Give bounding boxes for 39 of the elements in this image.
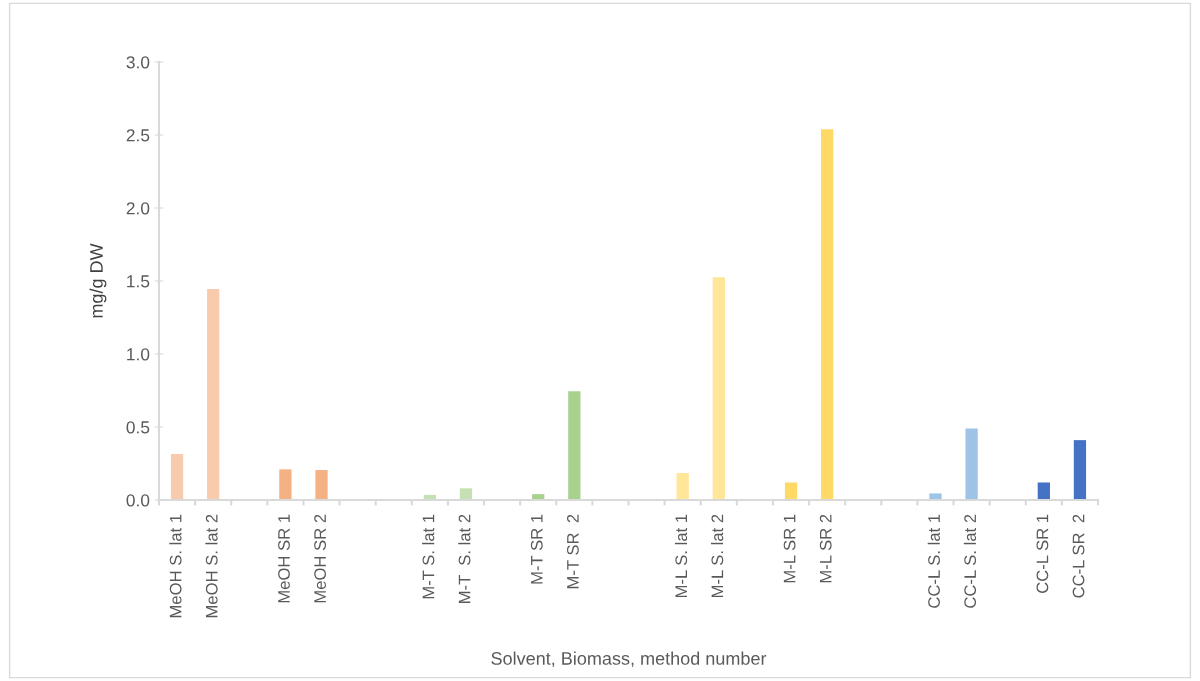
y-tick-label: 1.5: [127, 275, 150, 288]
x-tick-label: M-L S. lat 1: [674, 514, 688, 598]
y-tick-label: 2.0: [126, 202, 150, 215]
bar: [712, 277, 725, 500]
x-tick-label: MeOH S. lat 2: [205, 514, 218, 618]
bar: [1073, 440, 1087, 500]
x-tick-label: M-L SR 1: [783, 514, 796, 583]
bar: [784, 482, 798, 500]
bar: [170, 454, 184, 500]
x-tick-label: M-T S. lat 1: [422, 514, 435, 599]
x-tick-label: CC-L SR 1: [1036, 514, 1049, 593]
x-tick-label: CC-L SR 2: [1072, 514, 1085, 598]
y-tick-label: 0.0: [126, 494, 150, 507]
x-tick-label: MeOH S. lat 1: [169, 514, 182, 618]
x-tick-label: MeOH SR 2: [314, 514, 326, 603]
bar: [568, 391, 581, 500]
bar: [1037, 482, 1050, 500]
x-tick-label: CC-L S. lat 1: [927, 514, 940, 608]
y-tick-label: 2.5: [126, 129, 150, 142]
x-tick-label: MeOH SR 1: [278, 514, 290, 603]
bar: [929, 493, 942, 500]
x-axis-title: Solvent, Biomass, method number: [491, 651, 767, 667]
y-tick-label: 1.0: [127, 348, 150, 361]
x-tick-label: M-T SR 2: [567, 514, 579, 589]
y-tick-label: 0.5: [126, 421, 150, 434]
x-tick-label: M-L SR 2: [819, 514, 832, 583]
x-tick-label: M-T S. lat 2: [458, 514, 471, 603]
bar: [820, 129, 834, 500]
x-tick-label: CC-L S. lat 2: [963, 514, 977, 608]
x-tick-label: M-L S. lat 2: [711, 514, 724, 598]
x-tick-label: M-T SR 1: [530, 514, 543, 584]
bar: [965, 428, 978, 500]
bar: [676, 472, 689, 500]
bar: [459, 488, 473, 500]
y-tick-label: 3.0: [126, 56, 150, 69]
bar: [315, 470, 328, 500]
y-axis-title: mg/g DW: [89, 243, 107, 318]
bar: [279, 469, 292, 500]
bar: [207, 289, 220, 500]
